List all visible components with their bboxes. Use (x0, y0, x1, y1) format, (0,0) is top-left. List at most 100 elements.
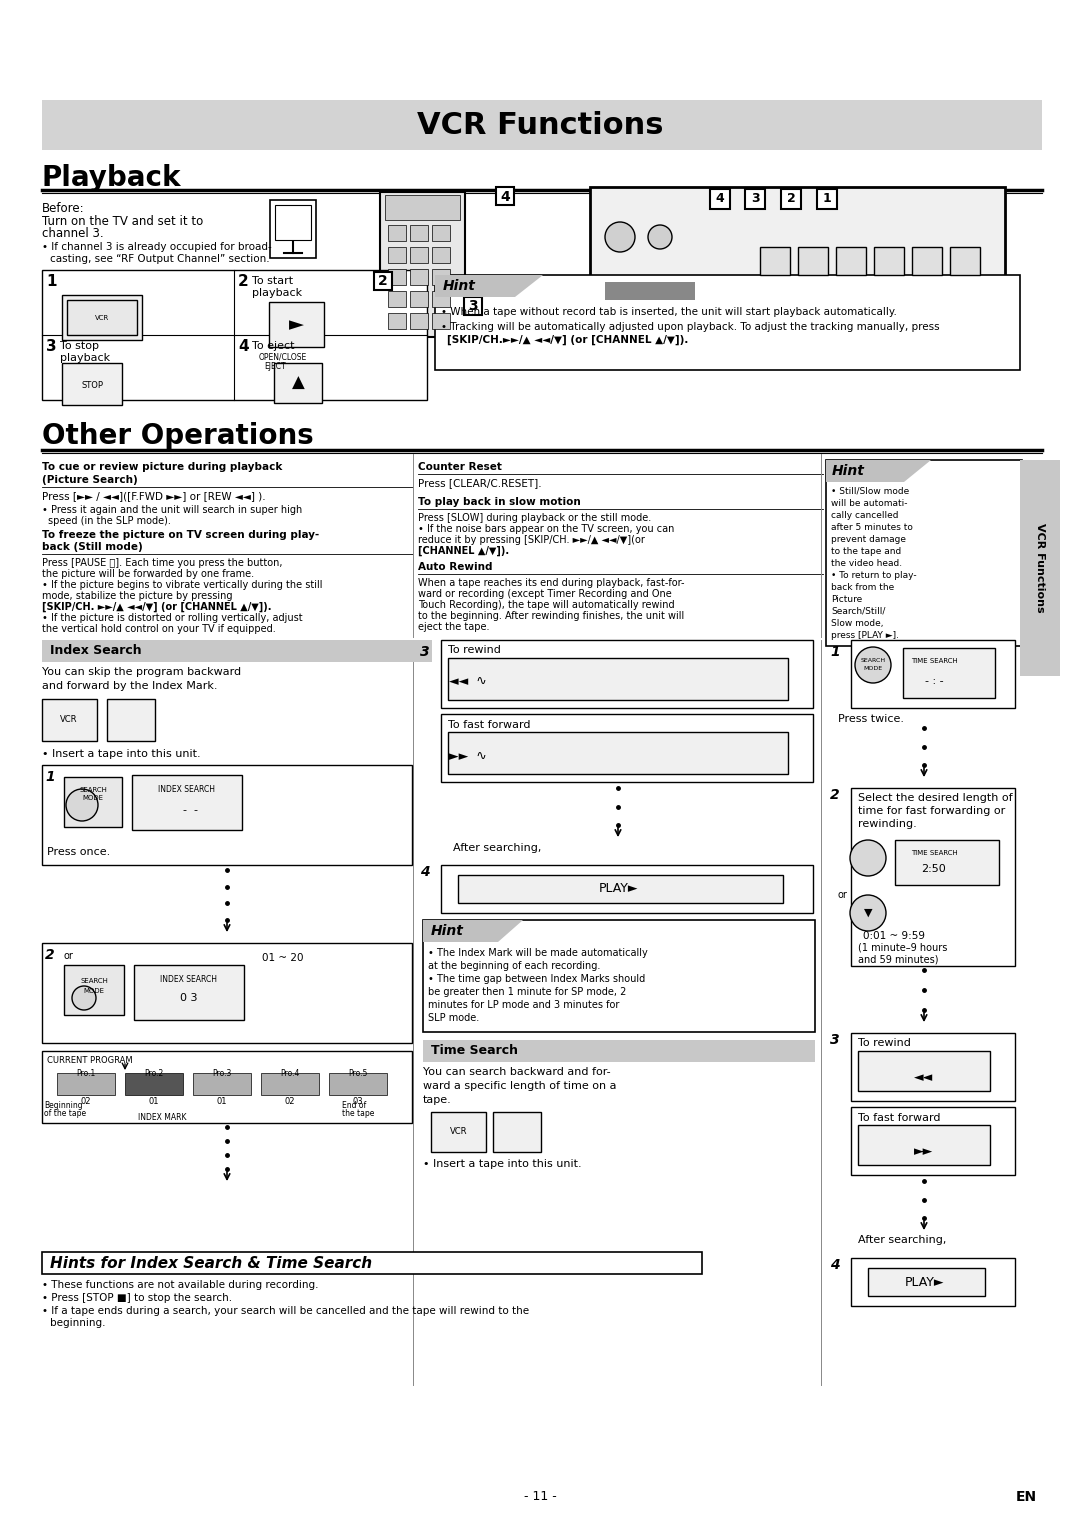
Text: • Tracking will be automatically adjusted upon playback. To adjust the tracking : • Tracking will be automatically adjuste… (441, 322, 940, 332)
Text: To rewind: To rewind (858, 1038, 910, 1048)
Text: • When a tape without record tab is inserted, the unit will start playback autom: • When a tape without record tab is inse… (441, 307, 896, 316)
Text: of the tape: of the tape (44, 1109, 86, 1118)
Text: EN: EN (1016, 1490, 1037, 1504)
Text: to the beginning. After rewinding finishes, the unit will: to the beginning. After rewinding finish… (418, 611, 685, 620)
Text: Hints for Index Search & Time Search: Hints for Index Search & Time Search (50, 1256, 373, 1270)
Bar (125, 1073, 183, 1096)
Text: and 59 minutes): and 59 minutes) (858, 953, 939, 964)
Text: 3: 3 (751, 191, 759, 205)
Text: the video head.: the video head. (831, 559, 902, 568)
Text: • If the noise bars appear on the TV screen, you can: • If the noise bars appear on the TV scr… (418, 524, 674, 533)
Text: INDEX MARK: INDEX MARK (138, 1112, 186, 1122)
Bar (42, 698, 97, 741)
Bar (410, 225, 428, 241)
Bar (492, 1112, 541, 1152)
Text: Pro.5: Pro.5 (349, 1070, 367, 1077)
Text: the vertical hold control on your TV if equipped.: the vertical hold control on your TV if … (42, 623, 275, 634)
Bar (374, 272, 392, 290)
Bar (432, 225, 450, 241)
Bar (62, 364, 122, 405)
Text: 1: 1 (46, 274, 56, 289)
Polygon shape (498, 920, 523, 941)
Text: 2: 2 (786, 191, 795, 205)
Text: • If the picture begins to vibrate vertically during the still: • If the picture begins to vibrate verti… (42, 581, 323, 590)
Text: ▲: ▲ (292, 374, 305, 393)
Bar (132, 775, 242, 830)
Circle shape (855, 646, 891, 683)
Bar (851, 1033, 1015, 1102)
Text: • Press [STOP ■] to stop the search.: • Press [STOP ■] to stop the search. (42, 1293, 232, 1303)
Text: be greater then 1 minute for SP mode, 2: be greater then 1 minute for SP mode, 2 (428, 987, 626, 996)
Text: Search/Still/: Search/Still/ (831, 607, 886, 616)
Text: playback: playback (60, 353, 110, 364)
Text: When a tape reaches its end during playback, fast-for-: When a tape reaches its end during playb… (418, 578, 685, 588)
Bar (134, 966, 244, 1021)
Text: Time Search: Time Search (431, 1045, 518, 1057)
Text: SEARCH: SEARCH (80, 978, 108, 984)
Text: Press [►► / ◄◄]([F.FWD ►►] or [REW ◄◄] ).: Press [►► / ◄◄]([F.FWD ►►] or [REW ◄◄] )… (42, 490, 266, 501)
Bar (42, 1051, 411, 1123)
Text: Hint: Hint (832, 465, 865, 478)
Text: Press [SLOW] during playback or the still mode.: Press [SLOW] during playback or the stil… (418, 513, 651, 523)
Text: ward a specific length of time on a: ward a specific length of time on a (423, 1080, 617, 1091)
Text: To freeze the picture on TV screen during play-: To freeze the picture on TV screen durin… (42, 530, 320, 539)
Circle shape (648, 225, 672, 249)
Circle shape (850, 840, 886, 876)
Text: To fast forward: To fast forward (448, 720, 530, 730)
Text: mode, stabilize the picture by pressing: mode, stabilize the picture by pressing (42, 591, 232, 601)
Text: You can search backward and for-: You can search backward and for- (423, 1067, 610, 1077)
Text: prevent damage: prevent damage (831, 535, 906, 544)
Text: will be automati-: will be automati- (831, 500, 907, 507)
Text: (1 minute–9 hours: (1 minute–9 hours (858, 943, 947, 953)
Bar (851, 1258, 1015, 1306)
Text: INDEX SEARCH: INDEX SEARCH (159, 785, 216, 795)
Circle shape (66, 788, 98, 821)
Bar (423, 640, 813, 662)
Bar (261, 1073, 319, 1096)
Text: To eject: To eject (252, 341, 295, 351)
Text: Slow mode,: Slow mode, (831, 619, 883, 628)
Bar (432, 313, 450, 329)
Text: the tape: the tape (342, 1109, 375, 1118)
Bar (858, 1051, 990, 1091)
Polygon shape (515, 275, 543, 296)
Bar (912, 248, 942, 275)
Bar (826, 460, 904, 481)
Text: 3: 3 (831, 1033, 839, 1047)
Text: To play back in slow motion: To play back in slow motion (418, 497, 581, 507)
Text: 4: 4 (420, 865, 430, 879)
Text: OPEN/CLOSE: OPEN/CLOSE (259, 353, 307, 362)
Text: casting, see “RF Output Channel” section.: casting, see “RF Output Channel” section… (50, 254, 270, 264)
Text: 3: 3 (420, 645, 430, 659)
Text: Press twice.: Press twice. (838, 714, 904, 724)
Bar (448, 732, 788, 775)
Bar (432, 269, 450, 286)
Text: • If the picture is distorted or rolling vertically, adjust: • If the picture is distorted or rolling… (42, 613, 302, 623)
Bar (388, 313, 406, 329)
Text: 01 ~ 20: 01 ~ 20 (262, 953, 303, 963)
Text: playback: playback (252, 287, 302, 298)
Text: ▼: ▼ (864, 908, 873, 918)
Text: 2: 2 (238, 274, 248, 289)
Text: or: or (64, 950, 73, 961)
Text: or: or (838, 889, 848, 900)
Text: • Insert a tape into this unit.: • Insert a tape into this unit. (423, 1160, 582, 1169)
Text: • The time gap between Index Marks should: • The time gap between Index Marks shoul… (428, 973, 645, 984)
Text: Picture: Picture (831, 594, 862, 604)
Circle shape (72, 986, 96, 1010)
Bar (423, 920, 815, 1031)
Text: 2: 2 (378, 274, 388, 287)
Bar (851, 788, 1015, 966)
Bar (851, 1106, 1015, 1175)
Text: 01: 01 (217, 1097, 227, 1106)
Text: • Insert a tape into this unit.: • Insert a tape into this unit. (42, 749, 201, 759)
Text: press [PLAY ►].: press [PLAY ►]. (831, 631, 899, 640)
Text: Touch Recording), the tape will automatically rewind: Touch Recording), the tape will automati… (418, 601, 675, 610)
Text: Hint: Hint (431, 924, 464, 938)
Text: Index Search: Index Search (50, 645, 141, 657)
Bar (903, 648, 995, 698)
Bar (64, 778, 122, 827)
Text: ◄◄: ◄◄ (915, 1071, 933, 1083)
Text: • These functions are not available during recording.: • These functions are not available duri… (42, 1280, 319, 1290)
Bar (441, 640, 813, 707)
